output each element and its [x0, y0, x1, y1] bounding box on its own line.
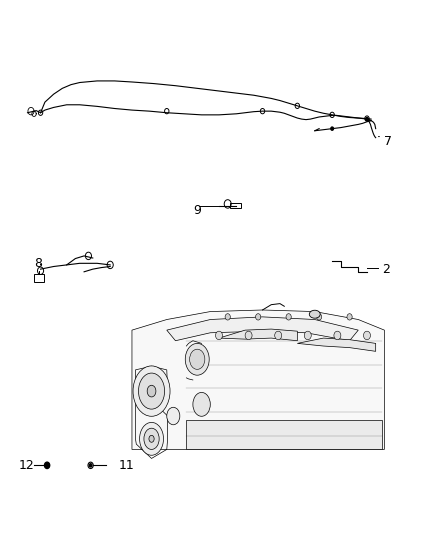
Circle shape	[275, 331, 282, 340]
Circle shape	[347, 314, 352, 320]
Circle shape	[334, 331, 341, 340]
Text: 7: 7	[385, 135, 392, 148]
Circle shape	[317, 314, 322, 320]
Ellipse shape	[133, 366, 170, 416]
Circle shape	[364, 331, 371, 340]
Polygon shape	[167, 317, 358, 341]
Circle shape	[215, 331, 223, 340]
Text: 12: 12	[19, 459, 35, 472]
Ellipse shape	[193, 392, 210, 416]
Polygon shape	[219, 329, 297, 341]
Circle shape	[366, 117, 368, 120]
Ellipse shape	[149, 435, 154, 442]
Text: 11: 11	[119, 459, 134, 472]
Text: 2: 2	[382, 263, 390, 276]
Text: 8: 8	[34, 257, 42, 270]
Polygon shape	[297, 338, 376, 351]
Text: 9: 9	[193, 204, 201, 217]
Circle shape	[255, 314, 261, 320]
Circle shape	[286, 314, 291, 320]
Ellipse shape	[140, 422, 163, 455]
Circle shape	[304, 331, 311, 340]
Ellipse shape	[147, 385, 156, 397]
Ellipse shape	[190, 349, 205, 369]
Ellipse shape	[167, 407, 180, 425]
Ellipse shape	[138, 373, 165, 409]
Circle shape	[331, 127, 333, 130]
Polygon shape	[186, 420, 382, 449]
Circle shape	[245, 331, 252, 340]
Circle shape	[225, 314, 230, 320]
Ellipse shape	[185, 343, 209, 375]
Polygon shape	[132, 310, 385, 449]
Circle shape	[45, 462, 49, 469]
Ellipse shape	[144, 428, 159, 449]
Circle shape	[89, 464, 92, 467]
Ellipse shape	[309, 310, 320, 318]
